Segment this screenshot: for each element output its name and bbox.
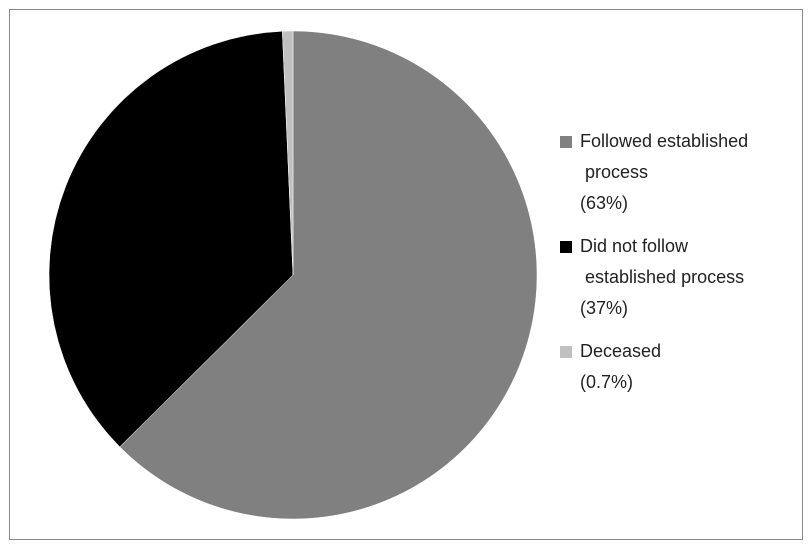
legend-value-label: (0.7%)	[580, 372, 633, 392]
legend-value-label: (63%)	[580, 193, 628, 213]
pie-slice	[48, 30, 294, 448]
legend-label: Deceased	[580, 341, 661, 361]
pie-slice	[119, 30, 538, 520]
legend-swatch	[560, 136, 572, 148]
legend-label: Did not follow established process	[580, 236, 744, 287]
legend-swatch	[560, 241, 572, 253]
legend-label: Followed established process	[580, 131, 748, 182]
legend-value-label: (37%)	[580, 298, 628, 318]
legend-swatch	[560, 346, 572, 358]
pie-slice	[282, 30, 294, 276]
